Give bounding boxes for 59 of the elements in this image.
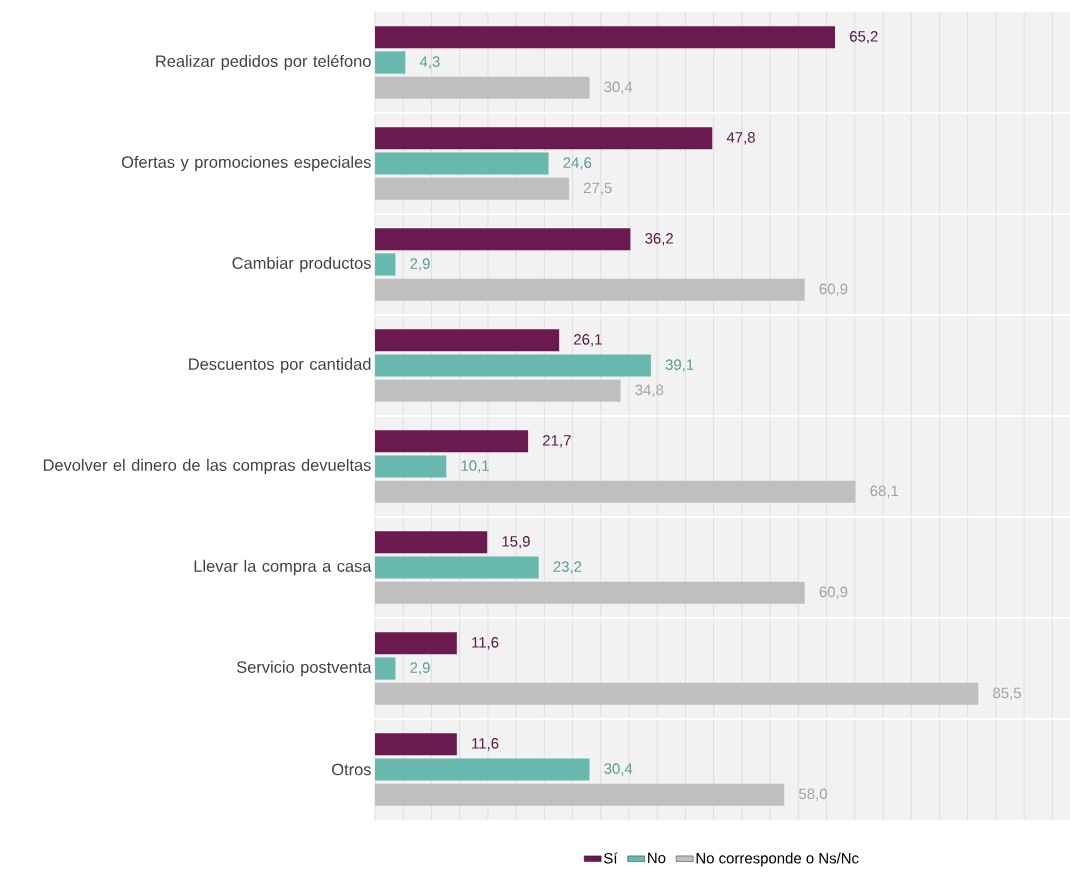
- bar: [375, 76, 590, 99]
- data-label: 60,9: [819, 283, 848, 296]
- bar: [375, 733, 457, 756]
- legend-label: No corresponde o Ns/Nc: [696, 852, 859, 867]
- data-label: 26,1: [574, 334, 602, 347]
- bar: [375, 556, 539, 579]
- data-label: 23,2: [553, 561, 582, 574]
- bar: [375, 51, 406, 74]
- y-tick-label: Descuentos por cantidad: [189, 357, 371, 374]
- data-label: 2,9: [410, 662, 430, 675]
- bar: [375, 783, 785, 806]
- y-tick-label: Ofertas y promociones especiales: [121, 155, 371, 172]
- data-label: 36,2: [645, 233, 673, 246]
- bar: [375, 455, 447, 478]
- bar: [375, 758, 590, 781]
- bar: [375, 379, 621, 402]
- bar: [375, 152, 549, 175]
- bar: [375, 657, 396, 680]
- data-label: 11,6: [472, 738, 499, 751]
- bar: [375, 480, 856, 503]
- data-label: 21,7: [543, 435, 571, 448]
- data-label: 4,3: [419, 56, 440, 69]
- bar: [375, 278, 805, 301]
- legend-label: Sí: [604, 852, 618, 864]
- data-label: 34,8: [635, 384, 664, 397]
- data-label: 47,8: [726, 132, 755, 145]
- data-label: 10,1: [461, 460, 489, 473]
- legend-label: No: [648, 852, 666, 864]
- data-label: 30,4: [604, 81, 633, 94]
- bar: [375, 632, 457, 655]
- y-tick-label: Devolver el dinero de las compras devueltas: [43, 458, 371, 475]
- y-tick-label: Servicio postventa: [236, 660, 372, 677]
- data-label: 2,9: [410, 258, 430, 271]
- bar: [375, 253, 396, 276]
- y-tick-label: Otros: [332, 763, 371, 776]
- data-label: 65,2: [850, 31, 878, 44]
- bar: [375, 177, 570, 200]
- data-label: 27,5: [583, 182, 612, 195]
- bar: [375, 127, 713, 150]
- data-label: 15,9: [502, 536, 530, 549]
- bar: [375, 531, 488, 554]
- y-tick-label: Realizar pedidos por teléfono: [156, 54, 371, 71]
- bar: [375, 682, 979, 705]
- bar: [375, 354, 651, 377]
- bar: [375, 430, 529, 453]
- data-label: 85,5: [993, 687, 1021, 700]
- data-label: 24,6: [563, 157, 592, 170]
- bar: [375, 581, 805, 604]
- y-tick-label: Llevar la compra a casa: [194, 559, 372, 576]
- data-label: 30,4: [604, 763, 633, 776]
- bar: [375, 26, 836, 49]
- bar: [375, 329, 560, 352]
- bar: [375, 228, 631, 251]
- data-label: 58,0: [799, 788, 827, 801]
- data-label: 11,6: [472, 637, 499, 650]
- data-label: 60,9: [819, 586, 848, 599]
- data-label: 39,1: [665, 359, 694, 372]
- y-tick-label: Cambiar productos: [232, 256, 371, 273]
- data-label: 68,1: [870, 485, 899, 498]
